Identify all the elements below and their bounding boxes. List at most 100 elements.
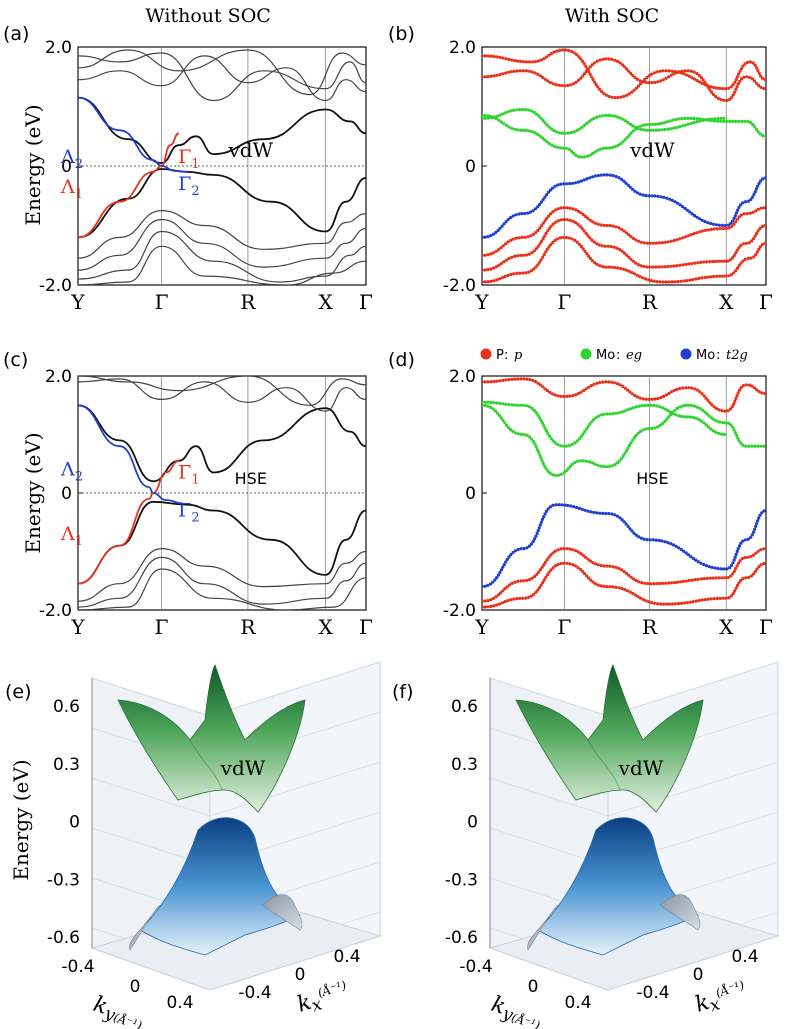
band-line-c-cb3 xyxy=(78,376,366,406)
band-dot-d-P-p xyxy=(538,568,543,572)
band-dot-d-P-p xyxy=(658,581,662,586)
band-dot-b-Mo-eg xyxy=(677,117,681,121)
band-dot-b-P-p2 xyxy=(609,245,613,249)
x-tick-c-1: Γ xyxy=(155,615,169,639)
band-line-a-conduction xyxy=(78,96,366,164)
band-dot-d-Mo-eg2 xyxy=(634,405,638,409)
band-dot-b-P-cb2 xyxy=(507,57,511,62)
band-dot-b-P-cb2 xyxy=(607,94,611,99)
x-tick-d-2: R xyxy=(642,615,658,639)
kx-tick-e-0: 0.4 xyxy=(333,947,360,967)
band-dot-d-P-cb xyxy=(656,396,660,401)
band-dot-b-P-p2 xyxy=(675,264,679,268)
band-dot-d-P-cb xyxy=(550,392,555,396)
band-highlight-a-Y-Gamma-upper xyxy=(78,96,162,167)
band-dot-b-P-cb2 xyxy=(610,95,614,99)
band-dot-b-Mo-t2g xyxy=(483,235,487,239)
band-dot-d-Mo-eg xyxy=(723,421,728,425)
band-dot-b-P-p3 xyxy=(682,279,686,283)
band-dot-b-P-p2 xyxy=(482,268,484,272)
band-dot-b-P-cb2 xyxy=(760,76,765,80)
band-dot-b-P-p xyxy=(545,216,549,220)
band-dot-d-Mo-eg2 xyxy=(605,412,609,416)
band-dot-b-P-p2 xyxy=(615,246,619,250)
band-dot-b-P-p xyxy=(588,218,592,222)
band-dot-b-P-p xyxy=(514,236,518,240)
band-dot-b-Mo-t2g xyxy=(509,216,513,220)
band-dot-d-Mo-eg2 xyxy=(579,434,583,439)
band-dot-b-Mo-t2g xyxy=(593,174,598,178)
band-dot-b-Mo-eg2 xyxy=(707,117,711,121)
band-dot-b-Mo-eg xyxy=(686,116,690,120)
band-dot-b-P-p3 xyxy=(638,274,642,279)
band-dot-b-Mo-eg2 xyxy=(607,113,611,117)
band-dot-b-P-cb2 xyxy=(542,57,546,61)
band-dot-d-P-cb xyxy=(571,394,575,398)
band-dot-d-P-p2 xyxy=(568,562,572,566)
band-dot-d-Mo-eg xyxy=(623,451,627,455)
band-dot-d-P-p xyxy=(486,599,490,603)
band-dot-b-P-p3 xyxy=(515,271,519,275)
band-dot-b-Mo-eg xyxy=(583,155,587,159)
band-dot-b-P-cb xyxy=(650,81,654,85)
band-dot-b-P-p2 xyxy=(530,251,534,255)
band-dot-b-Mo-eg xyxy=(639,124,643,128)
band-dot-d-Mo-eg2 xyxy=(640,404,644,408)
band-dot-b-Mo-t2g xyxy=(496,228,500,233)
legend-label-2: Mo xyxy=(696,348,715,363)
band-dot-d-P-cb xyxy=(641,397,645,401)
band-dot-d-Mo-eg xyxy=(548,471,552,475)
band-line-c-vb4 xyxy=(78,568,366,610)
ky-axis-label-f: ky(Å⁻¹) xyxy=(487,992,546,1029)
band-dot-b-Mo-t2g xyxy=(685,208,689,212)
band-dot-d-Mo-t2g xyxy=(618,516,622,520)
x-tick-c-2: R xyxy=(240,615,256,639)
band-dot-d-Mo-eg2 xyxy=(655,404,659,408)
band-dot-b-P-cb2 xyxy=(622,94,626,98)
band-dot-d-P-p2 xyxy=(664,602,669,606)
ky-axis-label-e: ky(Å⁻¹) xyxy=(89,992,148,1029)
band-dot-b-P-cb2 xyxy=(650,72,654,76)
band-dot-b-P-p3 xyxy=(760,243,764,247)
band-dot-b-P-p xyxy=(645,241,650,245)
band-dot-b-P-p3 xyxy=(585,252,589,256)
band-dot-b-P-cb xyxy=(557,83,561,87)
band-dot-b-P-p3 xyxy=(536,263,540,267)
band-dot-b-Mo-t2g xyxy=(545,193,549,197)
band-dot-b-P-cb xyxy=(504,71,508,75)
band-dot-b-Mo-t2g xyxy=(590,175,595,179)
band-dot-b-Mo-eg xyxy=(734,119,738,123)
band-dot-b-Mo-t2g xyxy=(729,221,733,225)
band-dot-b-Mo-eg2 xyxy=(698,119,702,123)
band-dot-b-Mo-eg xyxy=(653,122,658,126)
band-dot-d-Mo-eg xyxy=(538,453,542,457)
band-label-sub: 1 xyxy=(75,187,83,202)
band-dot-b-P-p3 xyxy=(590,259,595,263)
band-dot-d-Mo-eg2 xyxy=(674,413,678,417)
kx-unit: (Å⁻¹) xyxy=(714,977,747,1000)
band-dot-d-P-p xyxy=(678,580,683,584)
band-dot-b-P-cb2 xyxy=(596,85,600,89)
band-dot-b-P-p3 xyxy=(593,261,597,265)
band-dot-b-Mo-t2g xyxy=(667,197,672,201)
band-dot-b-P-p xyxy=(624,231,629,235)
band-label-a-1: Λ1 xyxy=(60,176,83,202)
band-dot-d-P-cb xyxy=(732,402,736,406)
band-dot-d-P-p2 xyxy=(739,578,743,583)
band-dot-d-Mo-eg2 xyxy=(534,411,538,415)
band-dot-b-Mo-eg2 xyxy=(623,119,628,123)
x-tick-c-0: Y xyxy=(70,615,85,639)
band-dot-b-P-cb2 xyxy=(664,69,668,73)
band-dot-b-Mo-eg xyxy=(572,151,576,155)
band-dot-d-Mo-eg2 xyxy=(614,411,618,415)
band-dot-b-P-p3 xyxy=(746,256,750,260)
plot-area-c xyxy=(78,376,366,610)
band-dot-b-P-p2 xyxy=(631,259,635,263)
band-dot-b-P-cb2 xyxy=(661,69,665,73)
annotation-a: vdW xyxy=(227,138,273,162)
band-dot-b-P-cb2 xyxy=(510,58,514,62)
band-dot-d-P-cb xyxy=(553,393,557,397)
band-dot-b-P-p2 xyxy=(669,264,673,268)
band-dot-b-Mo-t2g xyxy=(494,230,498,235)
band-dot-b-Mo-eg2 xyxy=(719,116,723,121)
